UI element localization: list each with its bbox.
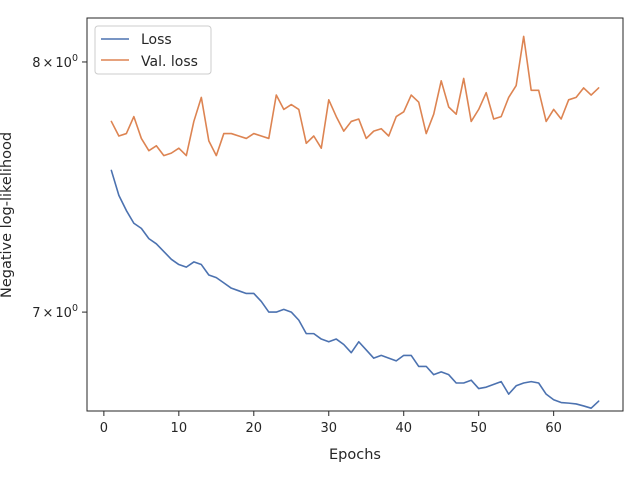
legend-label-val-loss: Val. loss [141, 54, 198, 70]
plot-frame [86, 17, 624, 412]
series-layer [110, 35, 600, 409]
x-tick-label: 50 [470, 421, 487, 436]
y-tick-label: 8 × 100 [32, 53, 78, 71]
y-axis: 7 × 100 8 × 100 [32, 53, 87, 321]
loss-line [110, 169, 600, 409]
y-tick-label: 7 × 100 [32, 303, 78, 321]
legend: Loss Val. loss [94, 25, 212, 75]
x-tick-label: 20 [246, 421, 263, 436]
x-tick-label: 0 [100, 421, 108, 436]
legend-label-loss: Loss [141, 32, 172, 48]
x-tick-label: 40 [395, 421, 412, 436]
x-tick-label: 10 [171, 421, 188, 436]
y-axis-label: Negative log-likelihood [0, 132, 15, 298]
legend-box [94, 25, 212, 75]
x-tick-label: 60 [545, 421, 562, 436]
x-tick-label: 30 [320, 421, 337, 436]
val-loss-line [110, 35, 600, 157]
x-axis: 0 10 20 30 40 50 60 [100, 411, 562, 436]
x-axis-label: Epochs [329, 447, 381, 463]
plot-area [87, 18, 623, 411]
